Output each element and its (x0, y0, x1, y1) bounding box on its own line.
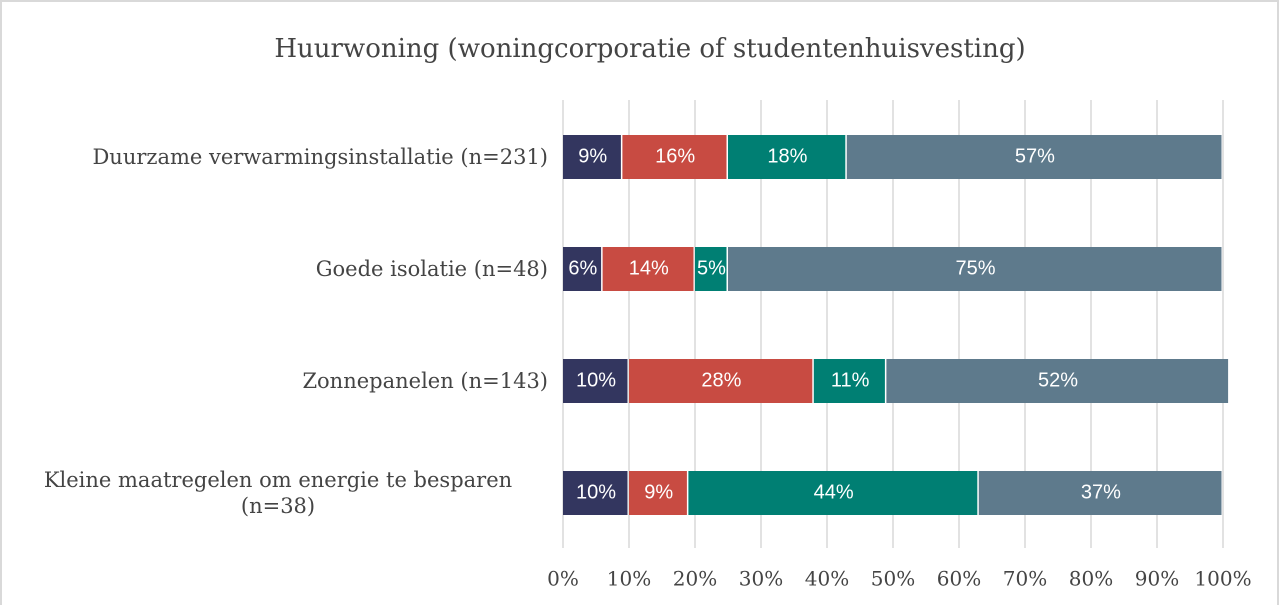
x-tick-label: 0% (547, 567, 579, 591)
chart-title: Huurwoning (woningcorporatie of studente… (274, 34, 1025, 64)
bar-segment (563, 471, 628, 515)
data-label: 11% (831, 369, 870, 391)
data-label: 75% (955, 257, 995, 279)
data-label: 28% (701, 369, 741, 391)
bar-segment (886, 359, 1229, 403)
x-tick-label: 90% (1135, 567, 1179, 591)
x-tick-label: 70% (1003, 567, 1047, 591)
bar-segment (728, 247, 1222, 291)
data-label: 6% (568, 257, 597, 279)
data-label: 16% (655, 145, 695, 167)
data-label: 18% (767, 145, 807, 167)
bar-segment (978, 471, 1222, 515)
bar-segment (602, 247, 694, 291)
bar-segment (695, 247, 727, 291)
data-label: 10% (576, 369, 616, 391)
x-tick-label: 20% (673, 567, 717, 591)
data-label: 10% (576, 481, 616, 503)
data-label: 37% (1081, 481, 1121, 503)
data-label: 44% (814, 481, 854, 503)
data-label: 9% (578, 145, 607, 167)
x-tick-label: 50% (871, 567, 915, 591)
bar-segment (563, 135, 621, 179)
y-tick-label: Zonnepanelen (n=143) (302, 369, 548, 393)
data-label: 52% (1038, 369, 1078, 391)
x-tick-label: 10% (607, 567, 651, 591)
x-tick-label: 100% (1194, 567, 1251, 591)
y-tick-label: Kleine maatregelen om energie te bespare… (43, 468, 513, 518)
data-label: 5% (697, 257, 726, 279)
x-tick-label: 40% (805, 567, 849, 591)
bar-segment (563, 247, 602, 291)
bar-segment (688, 471, 978, 515)
x-tick-label: 30% (739, 567, 783, 591)
bar-segment (728, 135, 846, 179)
x-tick-label: 60% (937, 567, 981, 591)
bar-segment (622, 135, 727, 179)
y-tick-label: Duurzame verwarmingsinstallatie (n=231) (92, 145, 548, 169)
data-label: 14% (629, 257, 669, 279)
bar-segment (629, 471, 687, 515)
data-label: 9% (644, 481, 673, 503)
y-tick-label: Goede isolatie (n=48) (315, 257, 548, 281)
x-tick-label: 80% (1069, 567, 1113, 591)
bar-segment (846, 135, 1222, 179)
bar-segment (813, 359, 885, 403)
bar-segment (629, 359, 813, 403)
data-label: 57% (1015, 145, 1055, 167)
bar-segment (563, 359, 628, 403)
